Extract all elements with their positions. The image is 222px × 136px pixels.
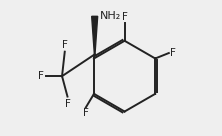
Text: F: F (65, 99, 70, 109)
Polygon shape (92, 16, 98, 54)
Text: NH₂: NH₂ (100, 11, 121, 21)
Text: F: F (38, 71, 44, 81)
Text: F: F (170, 48, 175, 58)
Text: F: F (62, 40, 68, 50)
Text: F: F (83, 108, 89, 118)
Text: F: F (122, 12, 127, 22)
